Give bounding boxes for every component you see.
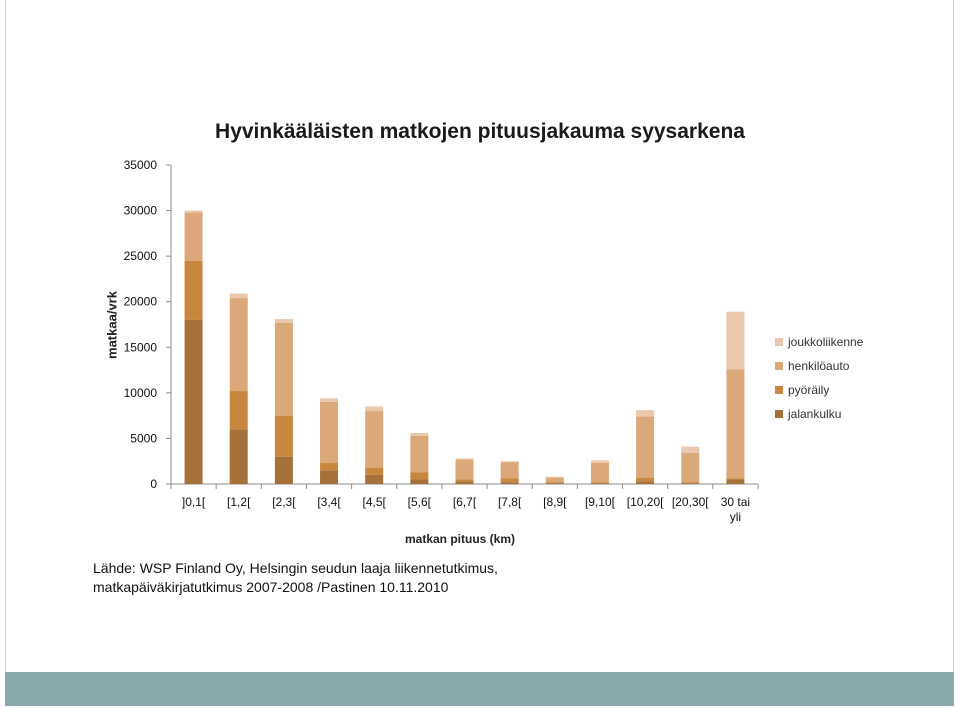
bar-segment-henkilöauto	[590, 463, 609, 483]
legend-item: pyöräily	[775, 378, 895, 402]
bar-segment-pyöräily	[590, 482, 609, 484]
bar-segment-jalankulku	[184, 319, 203, 484]
legend-label: pyöräily	[788, 383, 830, 397]
bar-segment-joukkoliikenne	[681, 446, 700, 454]
bar-segment-joukkoliikenne	[726, 311, 745, 370]
bar-segment-jalankulku	[545, 483, 564, 484]
y-tick-label: 5000	[130, 431, 157, 445]
y-tick-label: 0	[150, 477, 157, 491]
bar-segment-joukkoliikenne	[455, 458, 474, 460]
slide-frame	[5, 0, 954, 672]
bar-segment-pyöräily	[726, 478, 745, 480]
bar-segment-henkilöauto	[636, 416, 655, 478]
x-tick-label: [1,2[	[227, 495, 251, 509]
legend-item: joukkoliikenne	[775, 330, 895, 354]
bar-segment-pyöräily	[320, 463, 339, 471]
source-note: Lähde: WSP Finland Oy, Helsingin seudun …	[93, 559, 613, 597]
bar-segment-henkilöauto	[500, 462, 519, 479]
bar-segment-henkilöauto	[320, 401, 339, 464]
x-tick-label: 30 tai yli	[721, 495, 750, 524]
source-line-1: Lähde: WSP Finland Oy, Helsingin seudun …	[93, 560, 498, 576]
bar-segment-joukkoliikenne	[229, 293, 248, 299]
bar-segment-pyöräily	[184, 260, 203, 320]
x-tick-label: [4,5[	[363, 495, 387, 509]
bar-segment-jalankulku	[590, 483, 609, 484]
legend-item: henkilöauto	[775, 354, 895, 378]
bar-segment-jalankulku	[229, 429, 248, 484]
legend-swatch	[775, 362, 783, 370]
bar-segment-henkilöauto	[726, 369, 745, 479]
bar-segment-jalankulku	[681, 483, 700, 484]
y-tick-label: 15000	[124, 340, 158, 354]
bar-segment-jalankulku	[320, 470, 339, 484]
legend-item: jalankulku	[775, 402, 895, 426]
x-tick-label: [2,3[	[272, 495, 296, 509]
bar-segment-pyöräily	[274, 415, 293, 457]
y-tick-label: 25000	[124, 249, 158, 263]
legend-swatch	[775, 410, 783, 418]
bar-segment-pyöräily	[681, 482, 700, 484]
bar-segment-joukkoliikenne	[365, 406, 384, 412]
bar-segment-jalankulku	[365, 474, 384, 484]
legend-label: joukkoliikenne	[788, 335, 864, 349]
bar-segment-joukkoliikenne	[590, 460, 609, 464]
x-axis-label: matkan pituus (km)	[404, 532, 515, 546]
bar-segment-henkilöauto	[410, 435, 429, 473]
bar-segment-henkilöauto	[365, 411, 384, 468]
x-tick-label: [5,6[	[408, 495, 432, 509]
bar-segment-henkilöauto	[545, 477, 564, 483]
x-tick-label: [8,9[	[543, 495, 567, 509]
chart-legend: joukkoliikenne henkilöauto pyöräily jalanku…	[775, 330, 895, 426]
bar-segment-henkilöauto	[274, 322, 293, 416]
legend-label: henkilöauto	[788, 359, 850, 373]
bar-segment-pyöräily	[455, 479, 474, 482]
x-tick-label: [9,10[	[585, 495, 616, 509]
legend-swatch	[775, 338, 783, 346]
bar-segment-joukkoliikenne	[410, 432, 429, 436]
chart-title: Hyvinkääläisten matkojen pituusjakauma s…	[215, 120, 745, 143]
x-tick-label: ]0,1[	[182, 495, 206, 509]
x-tick-label: [20,30[	[672, 495, 709, 509]
x-tick-label: [10,20[	[627, 495, 664, 509]
bar-segment-joukkoliikenne	[500, 461, 519, 463]
legend-label: jalankulku	[788, 407, 842, 421]
y-tick-label: 35000	[124, 158, 158, 172]
bar-segment-jalankulku	[726, 479, 745, 484]
source-line-2: matkapäiväkirjatutkimus 2007-2008 /Pasti…	[93, 579, 449, 595]
bar-segment-henkilöauto	[184, 212, 203, 261]
y-tick-label: 30000	[124, 204, 158, 218]
bar-segment-jalankulku	[455, 481, 474, 484]
bar-segment-henkilöauto	[681, 453, 700, 483]
bar-segment-joukkoliikenne	[320, 398, 339, 402]
bar-segment-joukkoliikenne	[184, 210, 203, 213]
bar-segment-jalankulku	[410, 479, 429, 484]
x-tick-label: [3,4[	[317, 495, 341, 509]
bar-segment-pyöräily	[636, 477, 655, 482]
y-tick-label: 10000	[124, 386, 158, 400]
bar-segment-pyöräily	[229, 391, 248, 430]
bar-segment-pyöräily	[545, 482, 564, 484]
bar-segment-jalankulku	[274, 456, 293, 484]
bar-segment-joukkoliikenne	[274, 319, 293, 323]
footer-bar	[5, 672, 954, 706]
bar-segment-jalankulku	[636, 481, 655, 484]
y-tick-label: 20000	[124, 295, 158, 309]
x-tick-label: [6,7[	[453, 495, 477, 509]
x-tick-label: [7,8[	[498, 495, 522, 509]
bar-segment-henkilöauto	[229, 298, 248, 392]
bar-segment-henkilöauto	[455, 459, 474, 480]
bar-segment-joukkoliikenne	[636, 410, 655, 417]
bar-segment-pyöräily	[365, 467, 384, 475]
bar-segment-joukkoliikenne	[545, 476, 564, 478]
legend-swatch	[775, 386, 783, 394]
bar-segment-pyöräily	[410, 472, 429, 480]
bar-segment-pyöräily	[500, 478, 519, 483]
bar-segment-jalankulku	[500, 482, 519, 484]
